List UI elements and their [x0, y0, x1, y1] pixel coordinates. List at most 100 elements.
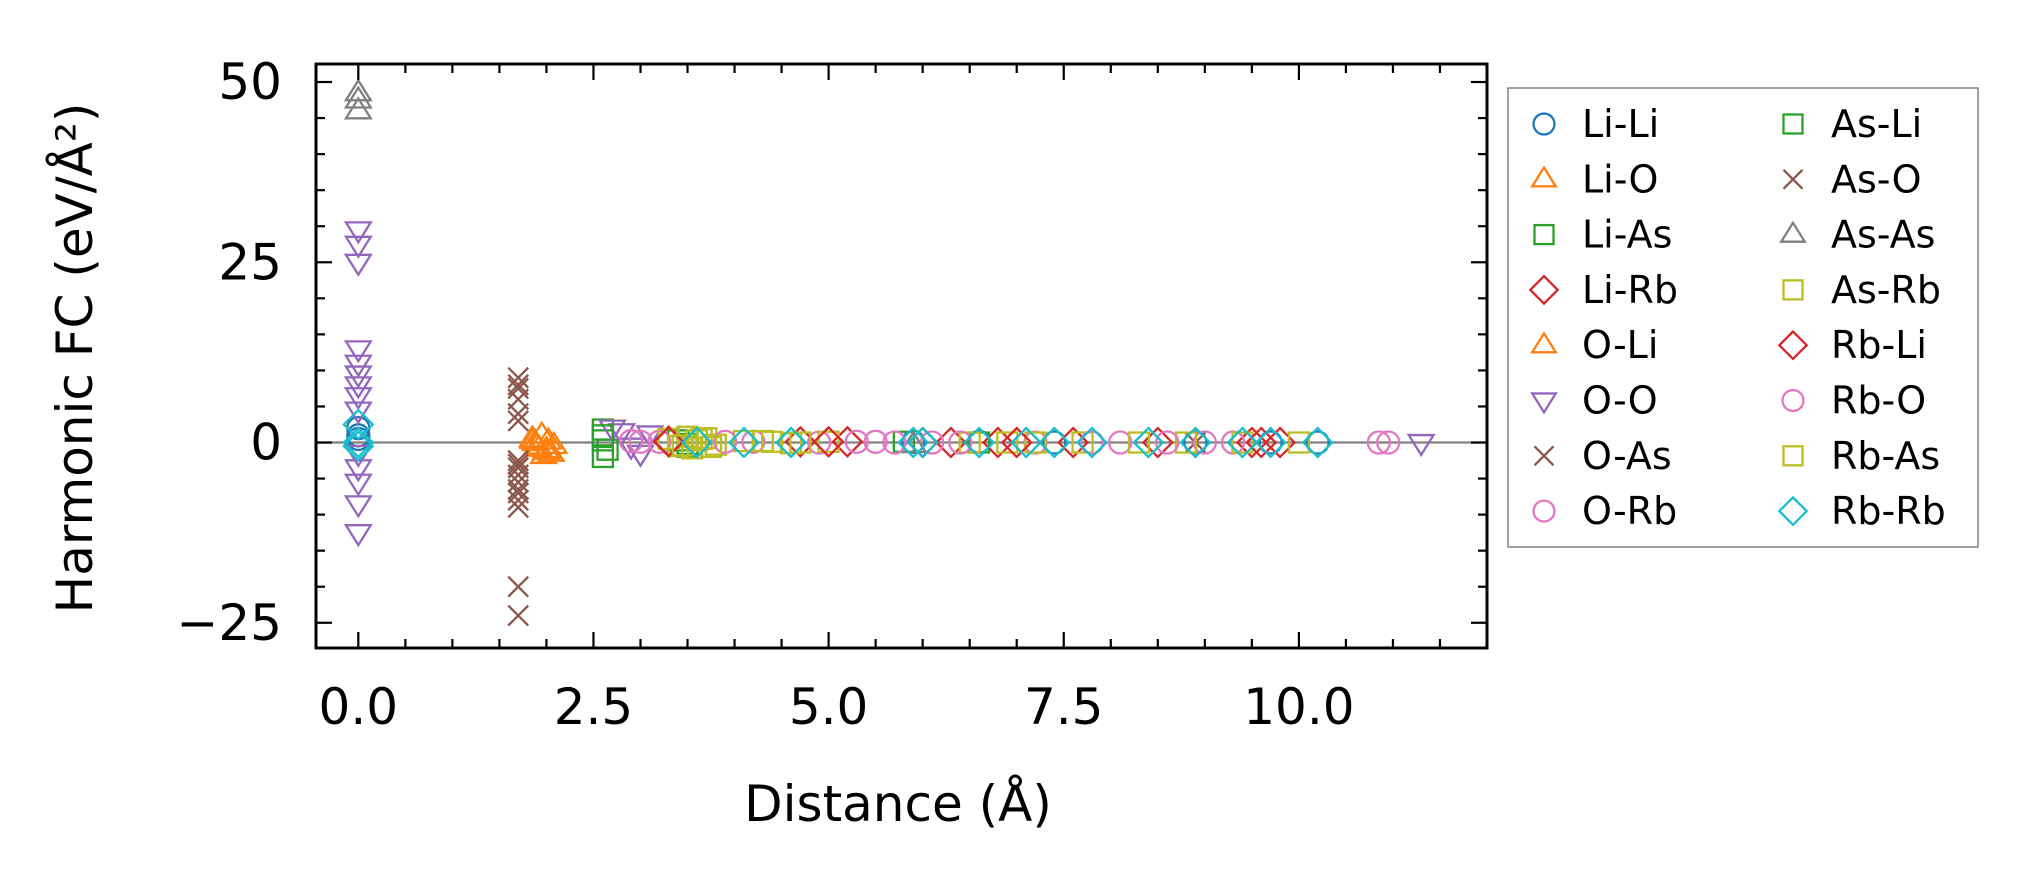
series-O-Li [518, 425, 569, 460]
data-point [863, 429, 888, 454]
data-point [727, 426, 760, 459]
data-point [948, 430, 973, 455]
data-point [751, 429, 774, 453]
data-point [343, 387, 373, 411]
data-point [919, 430, 945, 455]
legend-label: Rb-Li [1831, 323, 1927, 367]
data-point [531, 436, 561, 460]
axis-ticks [316, 64, 1489, 648]
data-point [844, 429, 869, 454]
legend-label: Li-Rb [1582, 268, 1678, 312]
legend-marker [1533, 445, 1555, 467]
legend-label: O-Li [1582, 323, 1658, 367]
legend-marker [1782, 113, 1804, 135]
legend-marker [1528, 274, 1560, 306]
data-point [958, 431, 981, 454]
data-point [507, 377, 530, 400]
legend-label: As-O [1831, 157, 1921, 201]
legend-marker [1782, 445, 1804, 467]
data-point [1127, 431, 1151, 454]
data-point [1287, 431, 1311, 454]
data-point [343, 221, 373, 245]
data-point [1179, 426, 1212, 459]
series-Rb-O [628, 429, 1180, 455]
data-point [607, 423, 637, 447]
data-point [1075, 426, 1108, 459]
legend-label: Li-As [1582, 213, 1672, 257]
data-point [774, 426, 808, 459]
data-point [1042, 430, 1067, 455]
data-point [507, 453, 530, 475]
series-Rb-Rb [342, 408, 1334, 463]
data-point [1079, 430, 1105, 455]
x-tick-label: 5.0 [789, 678, 869, 736]
plot-area [314, 62, 1489, 650]
data-point [817, 430, 840, 453]
data-point [671, 434, 694, 457]
legend-marker [1532, 499, 1556, 523]
data-point [507, 575, 530, 598]
y-axis-label: Harmonic FC (eV/Å²) [46, 103, 104, 614]
legend-box [1507, 87, 1979, 548]
data-point [1305, 430, 1330, 455]
data-point [507, 374, 530, 396]
data-point [628, 429, 653, 454]
data-point [343, 495, 373, 519]
data-point [591, 424, 615, 447]
legend-label: O-O [1582, 379, 1658, 423]
legend-marker [1777, 495, 1809, 527]
data-point [963, 426, 996, 459]
data-point [882, 430, 907, 455]
data-point [507, 489, 530, 512]
data-point [680, 426, 713, 459]
y-tick-label: 25 [218, 233, 282, 291]
series-O-O [343, 221, 1436, 548]
data-point [812, 425, 845, 458]
data-point [1254, 426, 1287, 459]
series-As-O [507, 374, 530, 501]
legend-marker [1782, 279, 1804, 301]
data-point [789, 431, 812, 454]
legend-label: Li-Li [1582, 102, 1659, 146]
data-point [596, 438, 619, 461]
data-point [342, 408, 375, 441]
data-point [712, 429, 738, 454]
data-point [343, 85, 373, 109]
data-point [507, 471, 530, 493]
x-axis-label: Distance (Å) [744, 775, 1052, 833]
legend-marker [1530, 392, 1558, 415]
legend-label: Rb-As [1831, 434, 1940, 478]
data-point [507, 410, 530, 432]
legend-label: As-As [1831, 213, 1935, 257]
data-point [343, 235, 373, 259]
data-point [1366, 430, 1391, 455]
data-point [343, 473, 373, 497]
x-tick-label: 7.5 [1024, 678, 1104, 736]
x-tick-label: 10.0 [1243, 678, 1354, 736]
y-tick-label: −25 [176, 594, 282, 652]
data-point [597, 419, 627, 443]
data-point [1071, 431, 1094, 454]
data-point [1038, 426, 1071, 459]
data-point [507, 496, 530, 519]
data-point [652, 425, 685, 458]
legend-label: Rb-Rb [1831, 489, 1946, 533]
data-point [507, 604, 530, 627]
data-point [1376, 430, 1401, 455]
legend-marker [1777, 329, 1809, 361]
data-point [1132, 426, 1165, 459]
data-point [1155, 430, 1180, 455]
data-point [591, 445, 615, 469]
data-point [1108, 430, 1133, 455]
data-point [635, 425, 665, 449]
plot-frame [314, 62, 1489, 650]
data-point [342, 426, 375, 459]
legend-marker [1533, 223, 1555, 246]
data-point [1301, 426, 1334, 459]
data-point [1231, 431, 1254, 454]
data-point [343, 340, 373, 364]
legend-marker [1530, 165, 1558, 188]
x-tick-label: 0.0 [319, 678, 399, 736]
